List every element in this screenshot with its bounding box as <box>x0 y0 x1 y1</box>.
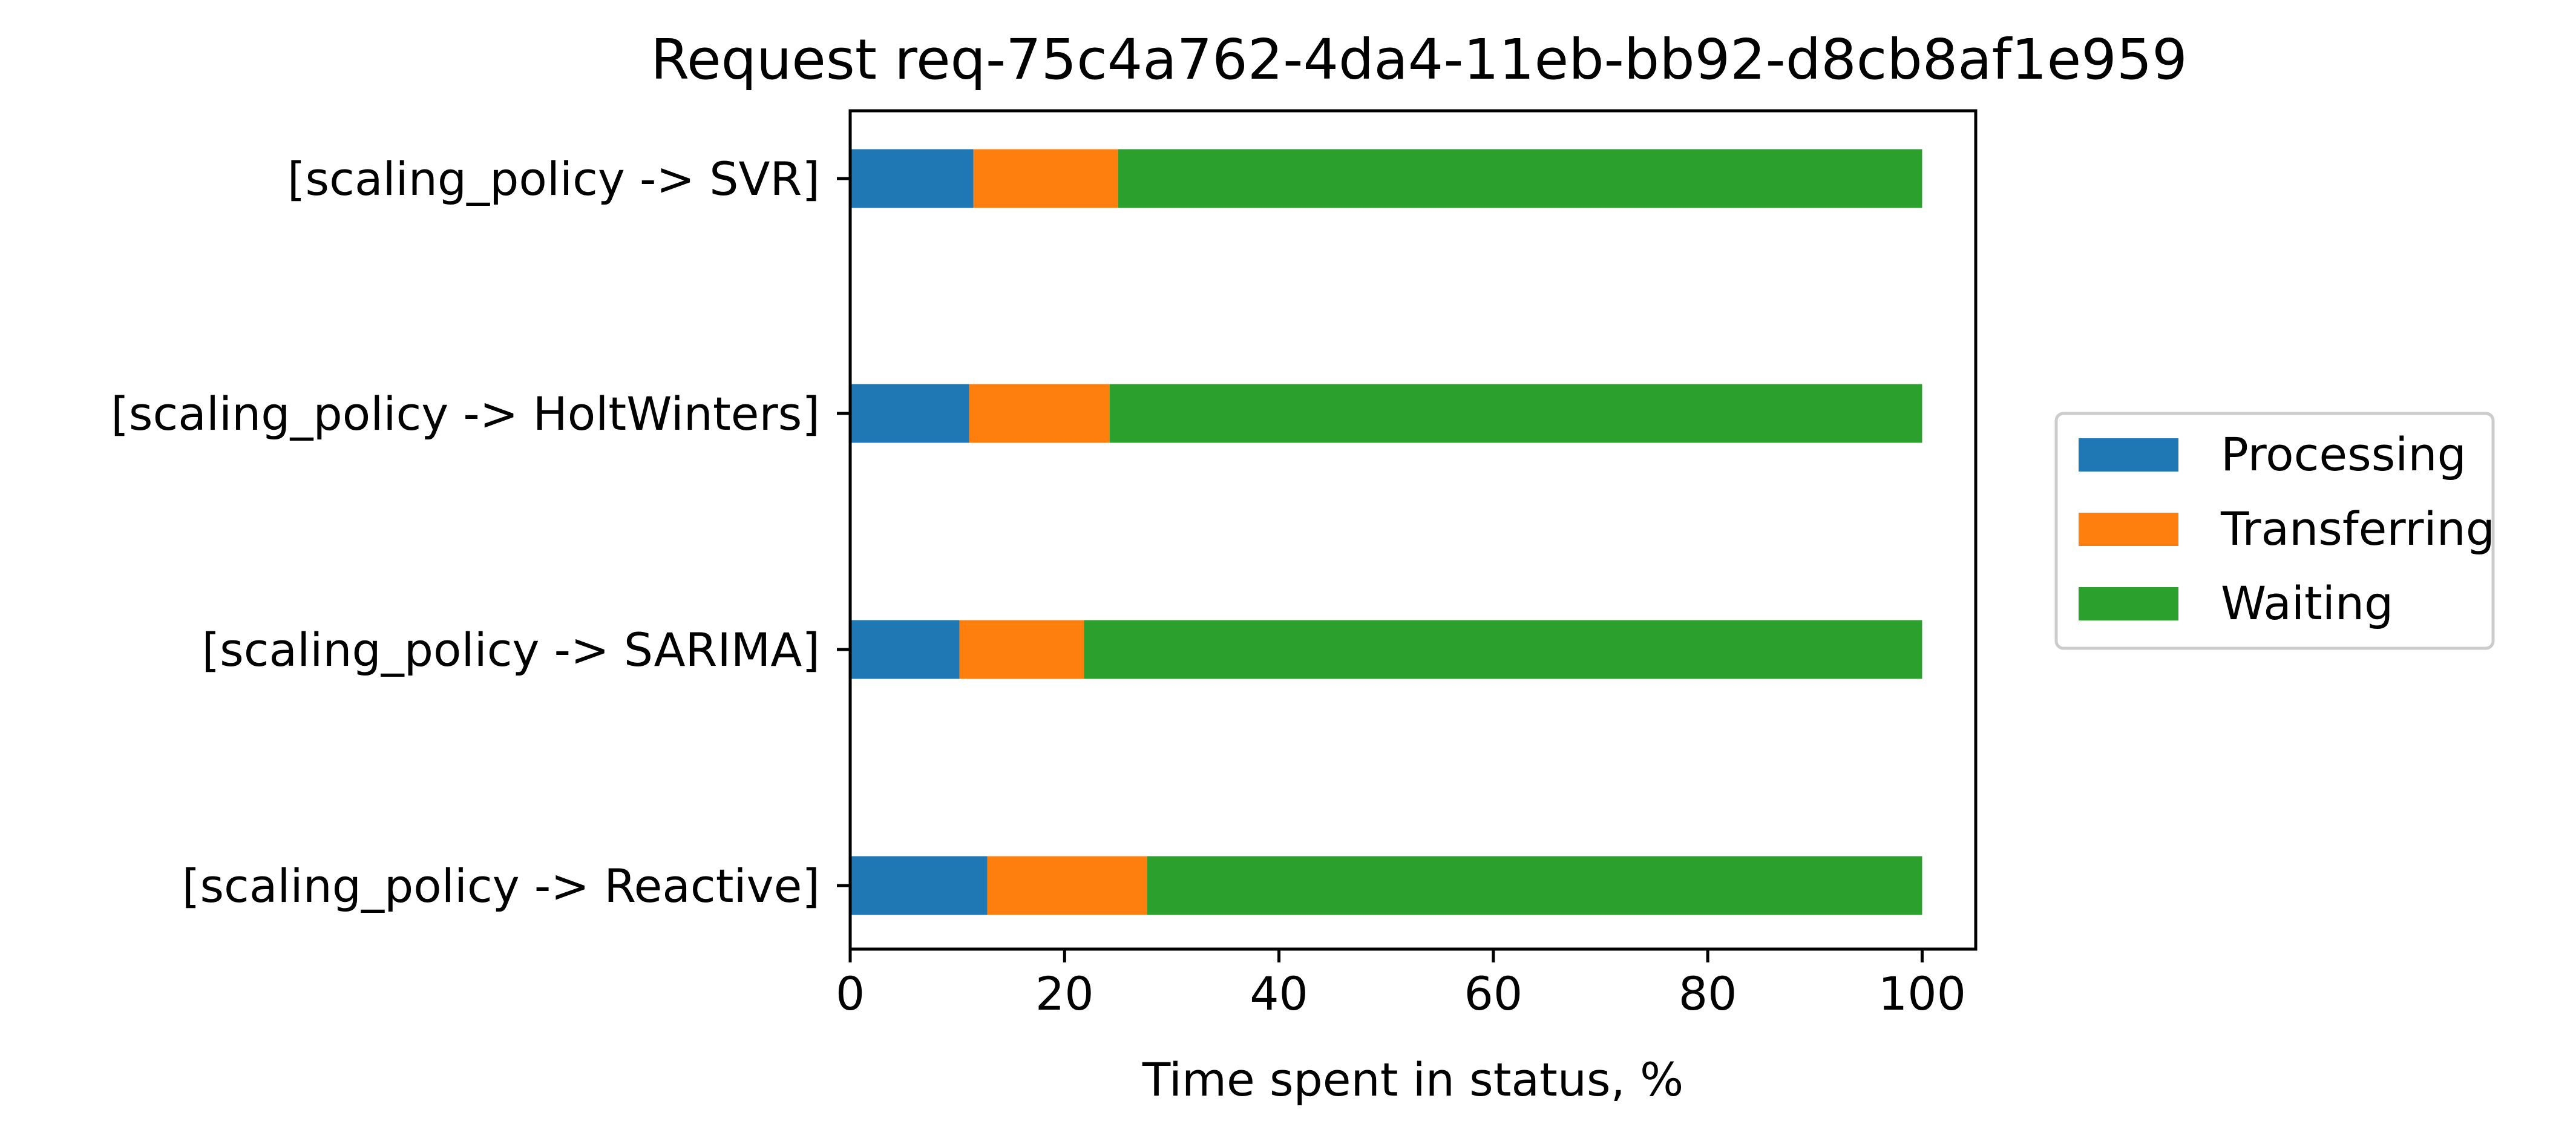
x-axis: 0 20 40 60 80 100 <box>836 949 1966 1021</box>
legend: Processing Transferring Waiting <box>2054 412 2495 650</box>
x-tick-label: 80 <box>1679 967 1737 1021</box>
bar-transferring-0 <box>973 149 1118 208</box>
bars-group <box>850 149 1922 915</box>
chart-title: Request req-75c4a762-4da4-11eb-bb92-d8cb… <box>651 27 2188 92</box>
x-axis-label: Time spent in status, % <box>1142 1053 1683 1106</box>
bar-waiting-1 <box>1109 384 1922 443</box>
bar-transferring-1 <box>969 384 1110 443</box>
legend-label-waiting: Waiting <box>2221 576 2393 630</box>
bar-waiting-2 <box>1084 620 1922 679</box>
x-tick-label: 20 <box>1035 967 1094 1021</box>
y-tick-label: [scaling_policy -> SVR] <box>287 152 820 206</box>
bar-transferring-2 <box>959 620 1084 679</box>
legend-swatch-processing <box>2079 438 2178 472</box>
legend-label-processing: Processing <box>2221 427 2466 481</box>
bar-processing-3 <box>850 856 988 915</box>
y-tick-label: [scaling_policy -> SARIMA] <box>202 623 820 677</box>
legend-swatch-transferring <box>2079 513 2178 546</box>
x-tick-label: 0 <box>836 967 865 1021</box>
y-axis: [scaling_policy -> SVR] [scaling_policy -… <box>111 152 850 913</box>
legend-label-transferring: Transferring <box>2220 502 2495 556</box>
bar-processing-2 <box>850 620 960 679</box>
bar-waiting-0 <box>1118 149 1922 208</box>
plot-frame <box>848 109 1978 951</box>
bar-processing-1 <box>850 384 969 443</box>
x-tick-label: 60 <box>1464 967 1522 1021</box>
bar-waiting-3 <box>1147 856 1922 915</box>
x-tick-label: 100 <box>1878 967 1966 1021</box>
legend-swatch-waiting <box>2079 587 2178 620</box>
x-tick-label: 40 <box>1250 967 1308 1021</box>
bar-transferring-3 <box>987 856 1147 915</box>
y-tick-label: [scaling_policy -> Reactive] <box>182 859 820 913</box>
y-tick-label: [scaling_policy -> HoltWinters] <box>111 387 820 441</box>
bar-processing-0 <box>850 149 974 208</box>
